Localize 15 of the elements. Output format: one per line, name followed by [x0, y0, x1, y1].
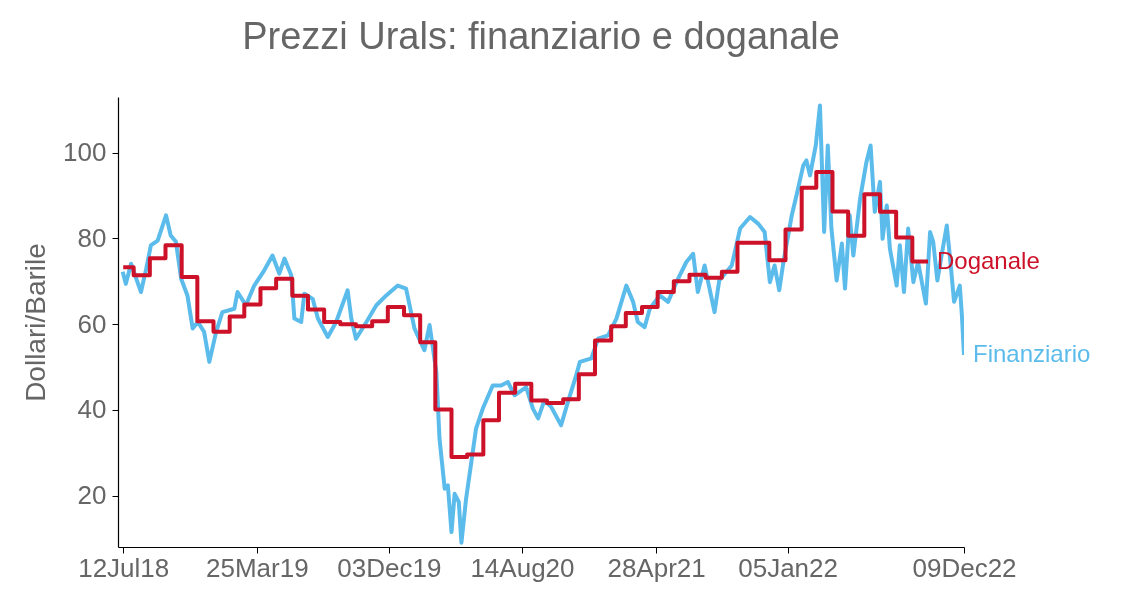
- x-tick-label: 28Apr21: [607, 552, 706, 583]
- y-tick-label: 100: [63, 137, 107, 168]
- y-tick-label: 20: [77, 480, 107, 511]
- y-axis-title: Dollari/Barile: [20, 243, 52, 402]
- x-tick-label: 09Dec22: [912, 552, 1017, 583]
- x-tick-label: 03Dec19: [337, 552, 442, 583]
- x-tick-label: 14Aug20: [470, 552, 575, 583]
- y-tick-label: 60: [77, 308, 107, 339]
- series-label: Finanziario: [973, 340, 1091, 367]
- y-tick-label: 40: [77, 394, 107, 425]
- y-tick-label: 80: [77, 222, 107, 253]
- chart-title: Prezzi Urals: finanziario e doganale: [242, 15, 840, 57]
- x-tick-label: 25Mar19: [206, 552, 309, 583]
- x-tick-label: 12Jul18: [78, 552, 170, 583]
- x-tick-label: 05Jan22: [738, 552, 838, 583]
